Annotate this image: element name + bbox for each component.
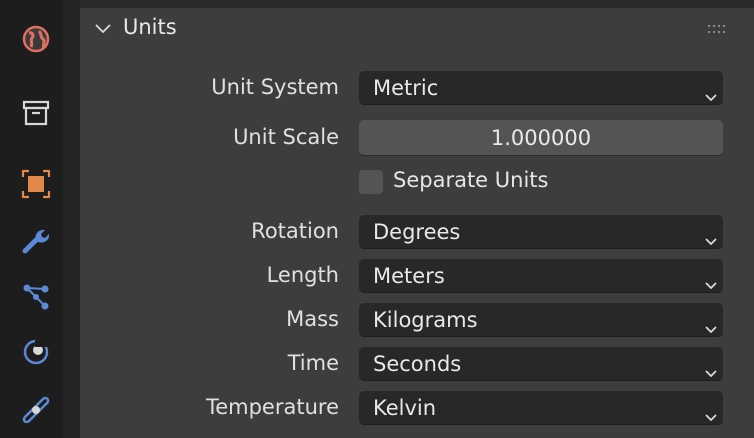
- length-dropdown[interactable]: Meters: [359, 259, 723, 293]
- temperature-label: Temperature: [205, 395, 339, 419]
- length-label: Length: [266, 263, 339, 287]
- chevron-down-icon: [704, 225, 718, 246]
- outer-edge: [0, 0, 8, 438]
- rotation-label: Rotation: [251, 219, 339, 243]
- sidebar-divider: [63, 0, 80, 438]
- length-value: Meters: [373, 264, 445, 288]
- rotation-value: Degrees: [373, 220, 461, 244]
- unit-system-label: Unit System: [211, 75, 339, 99]
- physics-icon: [21, 337, 51, 367]
- separate-units-label[interactable]: Separate Units: [393, 168, 549, 192]
- unit-scale-label: Unit Scale: [233, 125, 339, 149]
- unit-system-value: Metric: [373, 76, 439, 100]
- properties-tab-sidebar: [8, 0, 63, 438]
- time-dropdown[interactable]: Seconds: [359, 347, 723, 381]
- chevron-down-icon: [704, 81, 718, 102]
- chevron-down-icon[interactable]: [94, 20, 112, 38]
- temperature-value: Kelvin: [373, 396, 437, 420]
- object-icon: [21, 169, 51, 199]
- modifier-wrench-icon: [21, 225, 51, 255]
- time-label: Time: [287, 351, 339, 375]
- world-icon: [20, 23, 52, 55]
- unit-scale-field[interactable]: 1.000000: [359, 120, 723, 156]
- chevron-down-icon: [704, 357, 718, 378]
- separate-units-checkbox[interactable]: [359, 170, 383, 194]
- chevron-down-icon: [704, 313, 718, 334]
- tab-particles[interactable]: [8, 274, 63, 318]
- chevron-down-icon: [704, 401, 718, 422]
- tab-object[interactable]: [8, 162, 63, 206]
- mass-label: Mass: [286, 307, 339, 331]
- chevron-down-icon: [704, 269, 718, 290]
- panel-header[interactable]: Units: [80, 8, 754, 50]
- time-value: Seconds: [373, 352, 462, 376]
- rotation-dropdown[interactable]: Degrees: [359, 215, 723, 249]
- collection-icon: [21, 98, 51, 128]
- panel-top-edge: [80, 0, 754, 8]
- mass-value: Kilograms: [373, 308, 478, 332]
- panel-title: Units: [123, 15, 177, 39]
- drag-grip-icon[interactable]: [707, 22, 729, 36]
- tab-collection[interactable]: [8, 91, 63, 135]
- constraints-icon: [21, 393, 51, 423]
- unit-system-dropdown[interactable]: Metric: [359, 71, 723, 105]
- tab-world[interactable]: [8, 17, 63, 61]
- tab-constraints[interactable]: [8, 386, 63, 430]
- mass-dropdown[interactable]: Kilograms: [359, 303, 723, 337]
- temperature-dropdown[interactable]: Kelvin: [359, 391, 723, 425]
- particles-icon: [21, 281, 51, 311]
- tab-modifiers[interactable]: [8, 218, 63, 262]
- tab-physics[interactable]: [8, 330, 63, 374]
